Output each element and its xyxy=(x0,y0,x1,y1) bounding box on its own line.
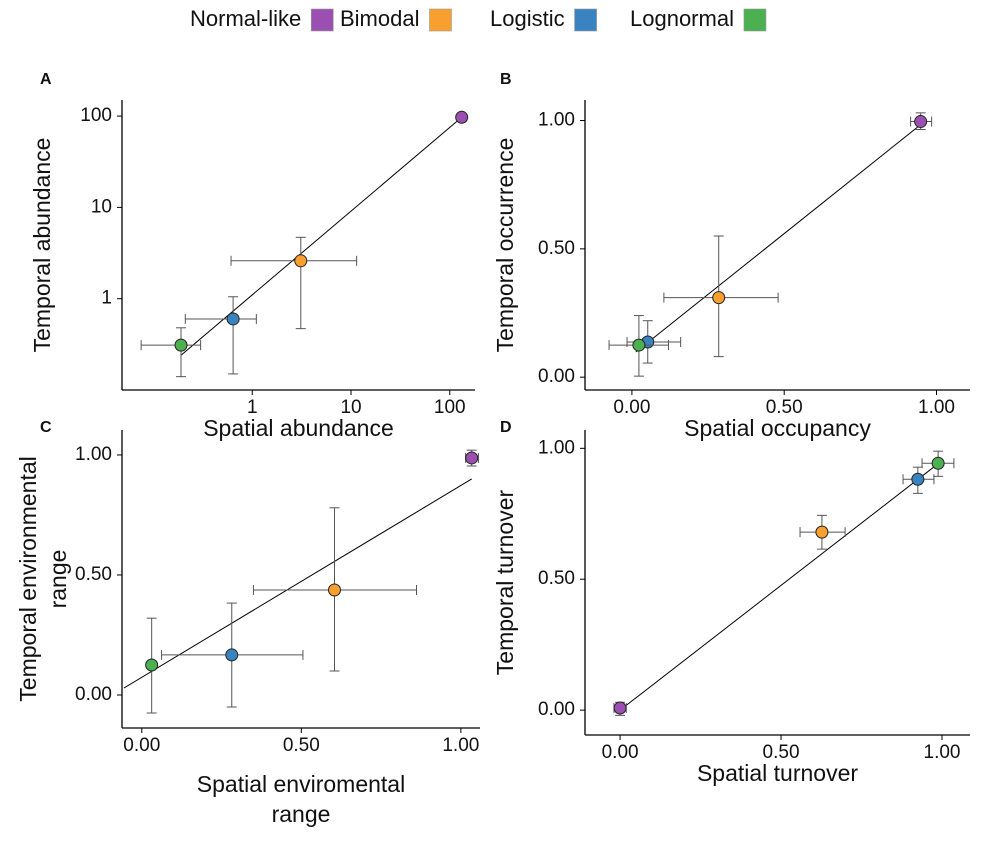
point xyxy=(613,701,627,715)
y-tick-label: 1.00 xyxy=(75,444,112,465)
y-tick-label: 1 xyxy=(101,288,112,309)
x-axis-label: range xyxy=(272,801,331,827)
x-error-bar xyxy=(140,340,202,351)
x-tick-label: 1.00 xyxy=(442,735,479,756)
legend-label: Logistic xyxy=(490,6,565,31)
point xyxy=(911,472,925,486)
legend-swatch xyxy=(310,8,334,32)
x-error-bar xyxy=(184,313,257,324)
y-axis-label: Temporal turnover xyxy=(492,489,518,675)
legend-label: Lognormal xyxy=(630,6,734,31)
y-axis-label: Temporal environmental xyxy=(15,456,41,701)
x-tick-label: 0.00 xyxy=(613,397,650,418)
panel-label: C xyxy=(40,419,52,436)
y-tick-label: 0.50 xyxy=(538,568,575,589)
x-tick-label: 1.00 xyxy=(918,397,955,418)
point xyxy=(465,451,479,465)
legend-swatch xyxy=(743,8,767,32)
panel-label: D xyxy=(500,419,512,436)
point xyxy=(226,312,240,326)
y-tick-label: 10 xyxy=(91,196,112,217)
x-tick-label: 0.50 xyxy=(763,742,800,763)
panel-label: A xyxy=(40,71,52,88)
point xyxy=(174,338,188,352)
y-axis-label: Temporal occurrence xyxy=(492,138,518,353)
fit-line xyxy=(123,478,472,689)
x-tick-label: 0.50 xyxy=(283,735,320,756)
x-tick-label: 0.00 xyxy=(602,742,639,763)
point xyxy=(914,115,928,129)
y-tick-label: 100 xyxy=(80,105,112,126)
fit-line xyxy=(180,116,463,356)
legend-label: Bimodal xyxy=(340,6,419,31)
point xyxy=(632,338,646,352)
point xyxy=(225,648,239,662)
fit-line xyxy=(619,461,941,711)
x-tick-label: 1 xyxy=(247,397,258,418)
x-axis-label: Spatial enviromental xyxy=(197,771,405,797)
x-tick-label: 100 xyxy=(434,397,466,418)
panel-label: B xyxy=(500,71,512,88)
y-error-bar xyxy=(295,236,306,330)
x-tick-label: 0.00 xyxy=(123,735,160,756)
point xyxy=(328,583,342,597)
point xyxy=(712,291,726,305)
y-tick-label: 0.00 xyxy=(75,684,112,705)
legend-label: Normal-like xyxy=(190,6,301,31)
y-error-bar xyxy=(228,296,239,375)
x-tick-label: 10 xyxy=(340,397,361,418)
y-tick-label: 0.00 xyxy=(538,699,575,720)
y-axis-label: range xyxy=(45,550,71,609)
x-error-bar xyxy=(230,255,358,266)
point xyxy=(815,525,829,539)
x-tick-label: 0.50 xyxy=(766,397,803,418)
point xyxy=(145,658,159,672)
x-axis-label: Spatial occupancy xyxy=(684,415,871,441)
y-tick-label: 1.00 xyxy=(538,437,575,458)
legend-swatch xyxy=(574,8,597,32)
legend-swatch xyxy=(429,8,452,32)
y-tick-label: 0.00 xyxy=(538,366,575,387)
point xyxy=(931,456,945,470)
y-tick-label: 0.50 xyxy=(538,238,575,259)
point xyxy=(455,110,469,124)
y-tick-label: 0.50 xyxy=(75,564,112,585)
x-axis-label: Spatial turnover xyxy=(697,760,858,786)
y-error-bar xyxy=(176,327,187,378)
fit-line xyxy=(635,124,921,353)
point xyxy=(294,254,308,268)
x-axis-label: Spatial abundance xyxy=(203,415,394,441)
y-tick-label: 1.00 xyxy=(538,110,575,131)
x-tick-label: 1.00 xyxy=(924,742,961,763)
y-axis-label: Temporal abundance xyxy=(29,138,55,353)
